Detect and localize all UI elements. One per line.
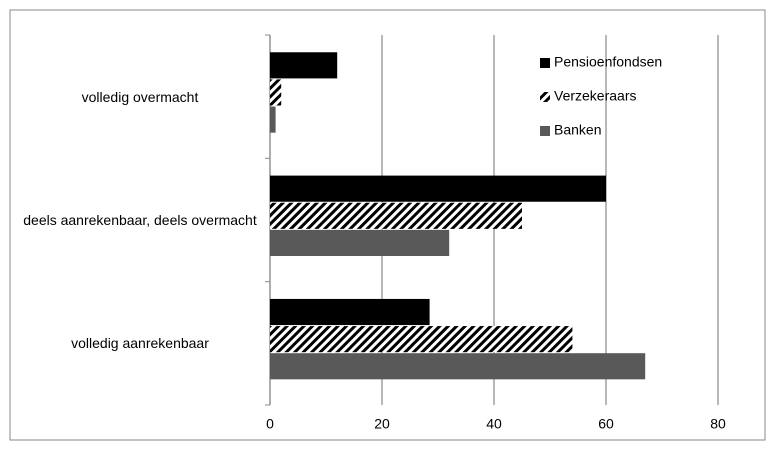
legend-swatch [540, 92, 550, 102]
legend-label: Verzekeraars [554, 88, 636, 104]
bar [270, 229, 450, 256]
x-tick-label: 40 [486, 416, 502, 432]
bar [270, 52, 338, 79]
x-tick-label: 80 [710, 416, 726, 432]
chart-frame [9, 9, 766, 441]
bar [270, 353, 646, 380]
legend-label: Banken [554, 122, 601, 138]
bar [270, 326, 573, 353]
x-tick-label: 0 [266, 416, 274, 432]
x-tick-label: 20 [374, 416, 390, 432]
bar [270, 202, 522, 229]
legend-swatch [540, 126, 550, 136]
bar [270, 298, 430, 326]
legend-swatch [540, 58, 550, 68]
y-tick-label: deels aanrekenbaar, deels overmacht [23, 212, 257, 228]
y-tick-label: volledig aanrekenbaar [71, 335, 209, 352]
x-tick-label: 60 [598, 416, 614, 432]
bar [270, 175, 606, 202]
legend-label: Pensioenfondsen [554, 54, 662, 70]
y-tick-label: volledig overmacht [81, 88, 199, 105]
bar [270, 106, 276, 133]
bar [270, 79, 282, 106]
